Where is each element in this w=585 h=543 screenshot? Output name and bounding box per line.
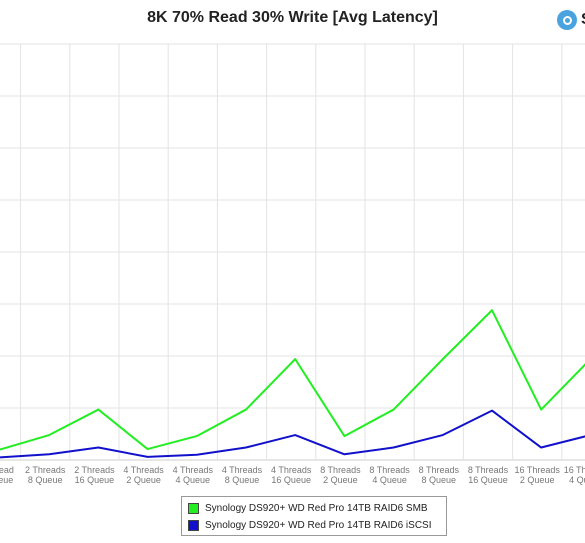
grid	[0, 43, 585, 461]
legend-swatch-iscsi	[188, 520, 199, 531]
x-tick-label: 4 Threads 4 Queue	[173, 465, 214, 485]
x-tick-label: 8 Threads 4 Queue	[369, 465, 410, 485]
legend: Synology DS920+ WD Red Pro 14TB RAID6 SM…	[181, 496, 447, 536]
legend-swatch-smb	[188, 503, 199, 514]
x-tick-label: 8 Threads 2 Queue	[320, 465, 361, 485]
logo-text: S	[581, 11, 585, 29]
legend-label-smb: Synology DS920+ WD Red Pro 14TB RAID6 SM…	[205, 503, 428, 514]
legend-item-smb[interactable]: Synology DS920+ WD Red Pro 14TB RAID6 SM…	[188, 500, 440, 517]
x-tick-label: 1 Thread2 Queue	[0, 465, 14, 485]
x-tick-label: 8 Threads 16 Queue	[468, 465, 509, 485]
x-tick-label: 4 Threads 2 Queue	[123, 465, 164, 485]
series-line-1	[0, 409, 585, 459]
legend-label-iscsi: Synology DS920+ WD Red Pro 14TB RAID6 iS…	[205, 520, 432, 531]
chart-title: 8K 70% Read 30% Write [Avg Latency]	[147, 9, 438, 26]
x-tick-label: 8 Threads 8 Queue	[419, 465, 460, 485]
legend-item-iscsi[interactable]: Synology DS920+ WD Red Pro 14TB RAID6 iS…	[188, 517, 440, 534]
brand-logo: S	[557, 9, 585, 31]
x-tick-label: 16 Threads 2 Queue	[515, 465, 561, 485]
series-lines	[0, 309, 585, 459]
x-tick-label: 2 Threads 8 Queue	[25, 465, 66, 485]
x-tick-label: 2 Threads 16 Queue	[74, 465, 115, 485]
x-tick-label: 4 Threads 8 Queue	[222, 465, 263, 485]
series-line-0	[0, 309, 585, 451]
logo-icon	[557, 10, 577, 30]
x-tick-label: 4 Threads 16 Queue	[271, 465, 312, 485]
